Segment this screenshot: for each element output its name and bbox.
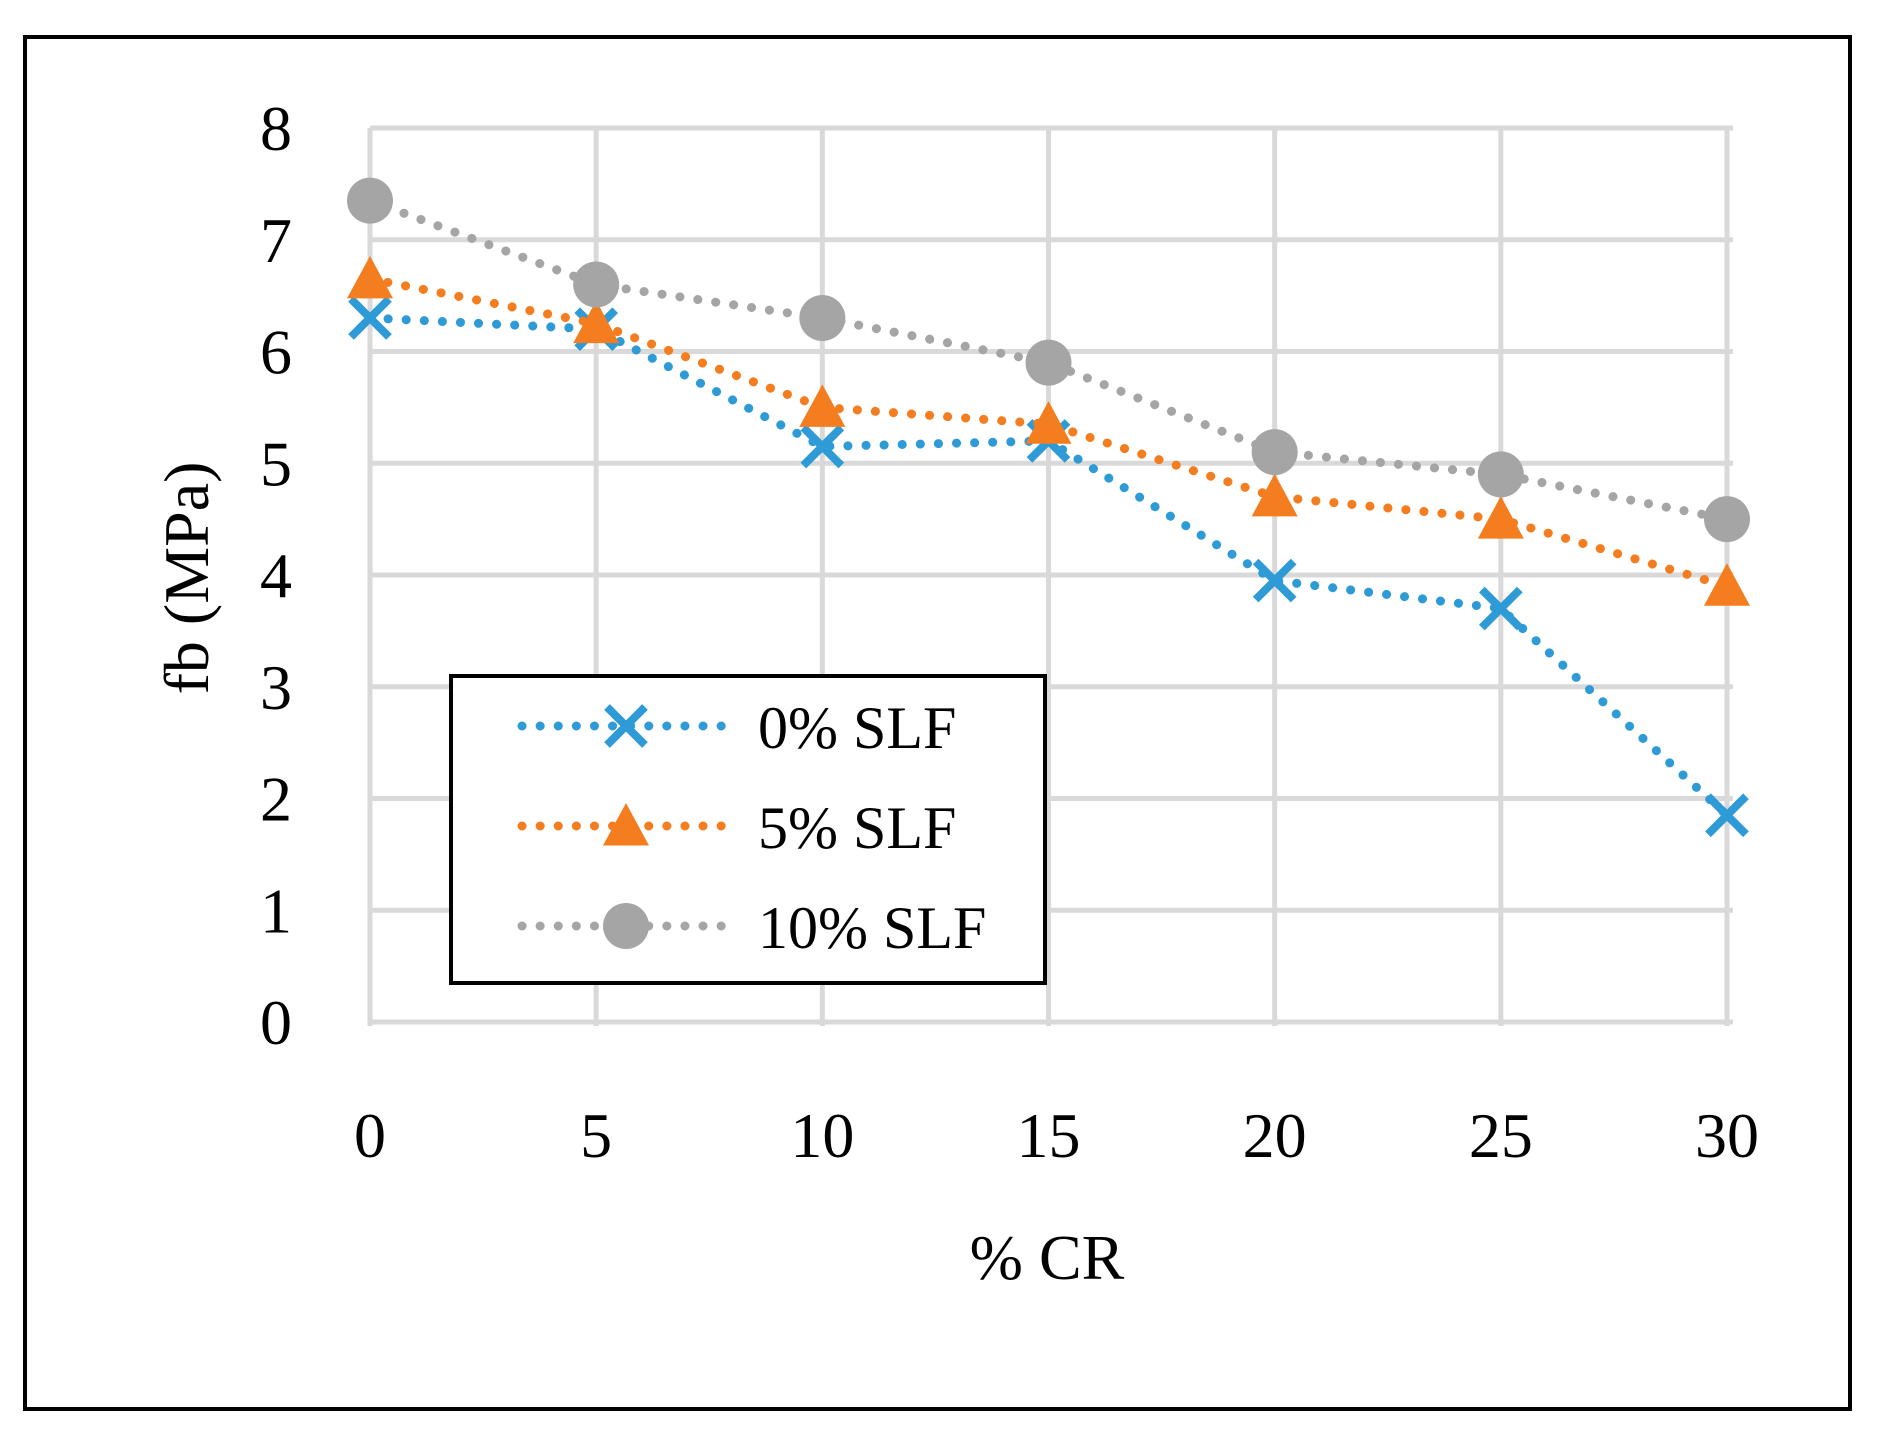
data-point (1705, 793, 1749, 838)
legend-label: 10% SLF (758, 895, 986, 961)
series-1 (347, 255, 1750, 606)
data-point (1251, 429, 1298, 476)
legend-swatch-marker (603, 903, 649, 949)
data-series (347, 177, 1750, 838)
data-point (799, 384, 846, 427)
data-point (347, 255, 393, 299)
legend: 0% SLF 5% SLF 10% SLF (449, 674, 1047, 985)
y-axis-title: fb (MPa) (151, 462, 222, 695)
x-tick-label: 10 (790, 1100, 854, 1171)
data-point (1025, 401, 1072, 444)
data-point (1252, 558, 1297, 603)
data-point (1251, 473, 1298, 517)
y-tick-label: 5 (260, 428, 292, 499)
data-point (1479, 586, 1523, 631)
data-point (1025, 339, 1072, 386)
legend-label: 0% SLF (758, 695, 956, 761)
data-point (573, 261, 620, 308)
legend-swatch-marker (604, 704, 648, 748)
legend-item: 5% SLF (517, 795, 956, 861)
data-point (1477, 451, 1524, 498)
x-tick-label: 20 (1243, 1100, 1307, 1171)
data-point (348, 296, 392, 340)
x-tick-label: 15 (1017, 1100, 1081, 1171)
legend-items: 0% SLF 5% SLF 10% SLF (517, 695, 986, 961)
y-tick-label: 2 (260, 764, 292, 835)
data-point (800, 424, 845, 469)
legend-box (449, 674, 1047, 985)
x-tick-label: 30 (1695, 1100, 1759, 1171)
legend-swatch-marker (603, 803, 649, 846)
series-2 (347, 177, 1750, 543)
legend-item: 10% SLF (517, 895, 986, 961)
y-tick-label: 4 (260, 540, 292, 611)
data-point (1704, 496, 1750, 543)
data-point (573, 300, 620, 344)
legend-label: 5% SLF (758, 795, 956, 861)
y-tick-label: 0 (260, 987, 292, 1058)
data-point (1704, 563, 1750, 606)
y-tick-label: 7 (260, 205, 292, 276)
x-tick-label: 25 (1469, 1100, 1533, 1171)
x-tick-label: 5 (580, 1100, 612, 1171)
y-tick-label: 8 (260, 93, 292, 164)
x-tick-label: 0 (354, 1100, 386, 1171)
data-point (1477, 496, 1524, 539)
y-tick-label: 3 (260, 652, 292, 723)
data-point (799, 294, 846, 341)
y-tick-label: 6 (260, 317, 292, 388)
axes: 0 1 2 3 4 5 6 7 8 0 5 10 15 20 25 30 (260, 93, 1759, 1171)
y-tick-label: 1 (260, 875, 292, 946)
legend-item: 0% SLF (517, 695, 956, 761)
x-axis-title: % CR (970, 1222, 1125, 1293)
data-point (347, 177, 393, 224)
